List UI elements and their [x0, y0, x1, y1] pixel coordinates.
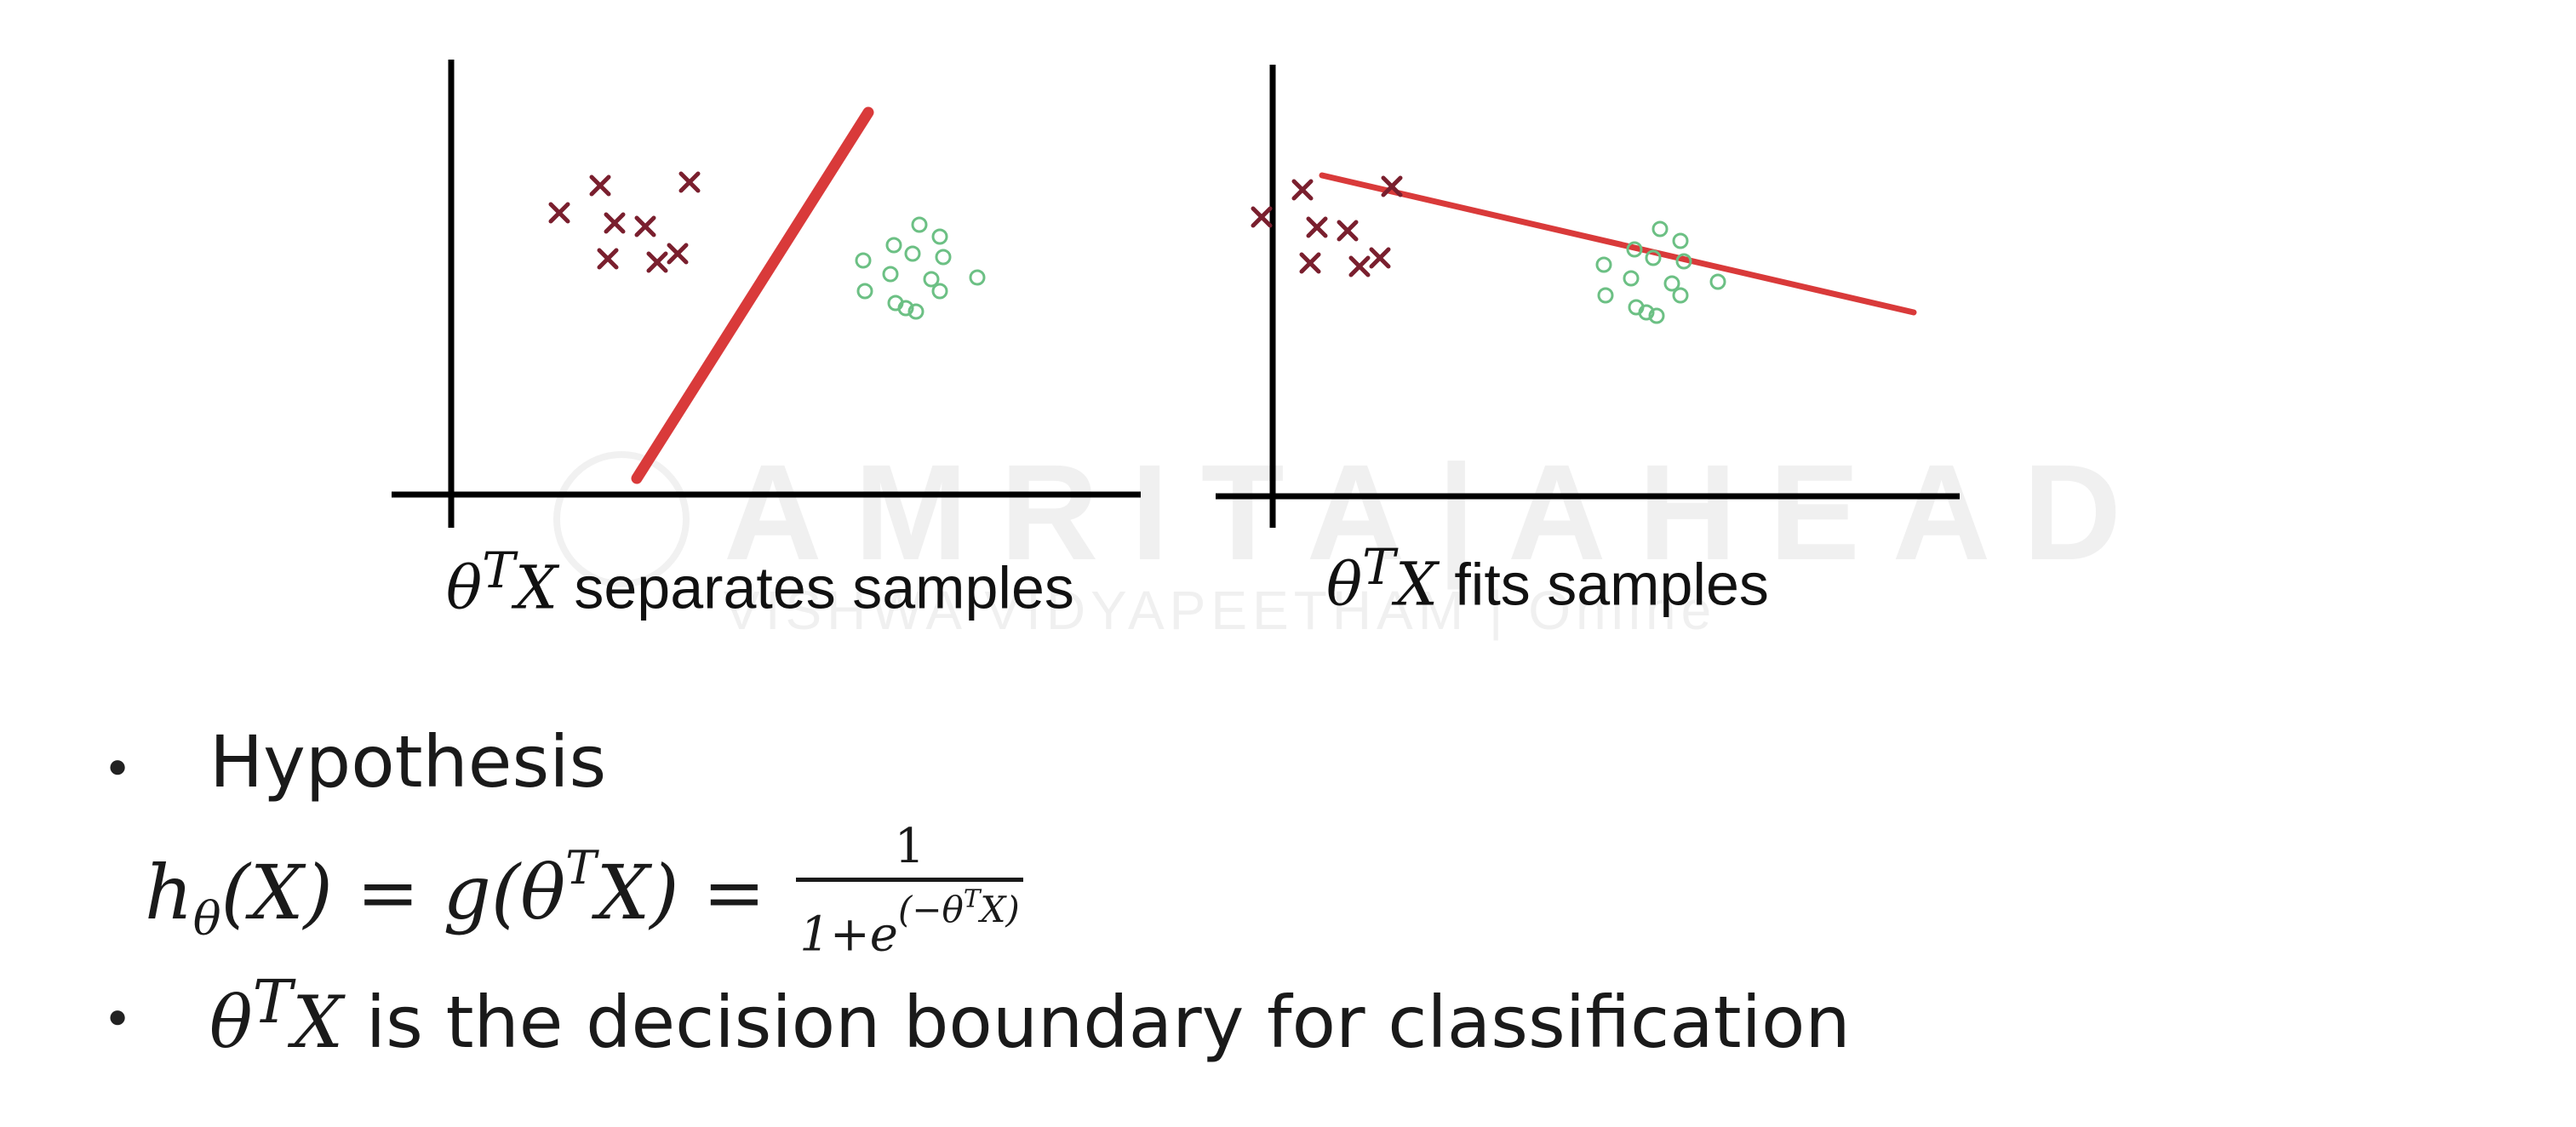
caption-separates-theta: θ [446, 552, 483, 623]
decision-theta: θ [209, 981, 253, 1064]
caption-fits-sup: T [1362, 538, 1396, 596]
formula-fraction: 1 1+e(−θTX) [796, 818, 1023, 961]
caption-fits-text: fits samples [1437, 551, 1769, 618]
circle-marker [1648, 307, 1665, 324]
caption-separates-var: X [515, 552, 558, 623]
decision-sup: T [252, 967, 293, 1037]
circle-marker [904, 245, 921, 262]
circle-marker [1663, 275, 1680, 292]
left-circle-markers [855, 216, 986, 320]
formula-den-exp-close: X) [980, 888, 1020, 930]
caption-separates-text: separates samples [557, 554, 1074, 621]
fitting-line [1319, 172, 1917, 316]
formula-h: h [145, 848, 193, 936]
plot-fits [1216, 65, 1960, 528]
circle-marker [931, 228, 948, 245]
caption-fits-var: X [1395, 549, 1438, 620]
circle-marker [935, 249, 952, 266]
hypothesis-formula: hθ(X) = g(θTX) = 1 1+e(−θTX) [145, 807, 1023, 977]
plots-figure [392, 60, 1960, 528]
circle-marker [1595, 256, 1612, 273]
bullet-dot-hypothesis: ● [107, 747, 129, 785]
bullet-dot-decision: ● [107, 998, 129, 1035]
circle-marker [969, 269, 986, 286]
circle-marker [1645, 249, 1662, 266]
cross-marker [597, 248, 619, 270]
cross-marker [589, 174, 611, 197]
cross-marker [1291, 179, 1314, 201]
bullet-decision: θTX is the decision boundary for classif… [209, 967, 1851, 1064]
circle-marker [911, 216, 928, 233]
circle-marker [931, 283, 948, 300]
cross-marker [1251, 206, 1273, 228]
cross-marker [548, 202, 570, 224]
formula-h-sub: θ [192, 890, 221, 946]
circle-marker [1652, 220, 1669, 237]
cross-marker [634, 215, 656, 237]
cross-marker [1369, 247, 1391, 269]
left-cross-markers [548, 171, 701, 273]
circle-marker [1597, 287, 1614, 304]
formula-fraction-bar [796, 877, 1023, 882]
circle-marker [1626, 241, 1643, 258]
formula-numerator: 1 [894, 818, 925, 874]
circle-marker [907, 303, 924, 320]
cross-marker [1348, 255, 1371, 277]
circle-marker [1623, 270, 1640, 287]
decision-var: X [292, 981, 344, 1064]
caption-fits-theta: θ [1326, 549, 1363, 620]
cross-marker [678, 171, 701, 193]
circle-marker [1672, 232, 1689, 249]
circle-marker [1709, 273, 1726, 290]
circle-marker [856, 283, 873, 300]
caption-separates: θTX separates samples [446, 541, 1074, 622]
plot-separates [392, 60, 1141, 528]
formula-den-base: 1+e [799, 907, 898, 963]
circle-marker [1672, 287, 1689, 304]
caption-separates-sup: T [482, 541, 516, 599]
right-circle-markers [1595, 220, 1726, 324]
formula-denominator: 1+e(−θTX) [796, 882, 1022, 961]
decision-text: is the decision boundary for classificat… [343, 981, 1851, 1064]
bullet-hypothesis: Hypothesis [209, 720, 607, 804]
cross-marker [1299, 252, 1321, 274]
formula-arg-sup: T [565, 839, 597, 895]
circle-marker [897, 300, 914, 317]
formula-den-exp-open: (−θ [897, 888, 964, 930]
circle-marker [855, 252, 872, 269]
circle-marker [923, 271, 940, 288]
caption-fits: θTX fits samples [1326, 538, 1769, 619]
cross-marker [1381, 175, 1403, 197]
formula-den-exponent: (−θTX) [897, 886, 1020, 930]
cross-marker [604, 212, 626, 234]
cross-marker [1306, 216, 1328, 238]
separating-line [631, 106, 874, 484]
formula-lhs: hθ(X) = g(θTX) = [145, 844, 766, 941]
formula-den-exp-sup: T [963, 884, 981, 913]
right-cross-markers [1251, 175, 1403, 277]
formula-tail: X) = [596, 848, 766, 936]
circle-marker [1638, 304, 1655, 321]
cross-marker [1337, 220, 1359, 242]
cross-marker [667, 243, 689, 265]
circle-marker [882, 266, 899, 283]
circle-marker [1675, 253, 1692, 270]
cross-marker [646, 251, 668, 273]
formula-arg: (X) = g(θ [220, 848, 566, 936]
circle-marker [885, 237, 902, 254]
